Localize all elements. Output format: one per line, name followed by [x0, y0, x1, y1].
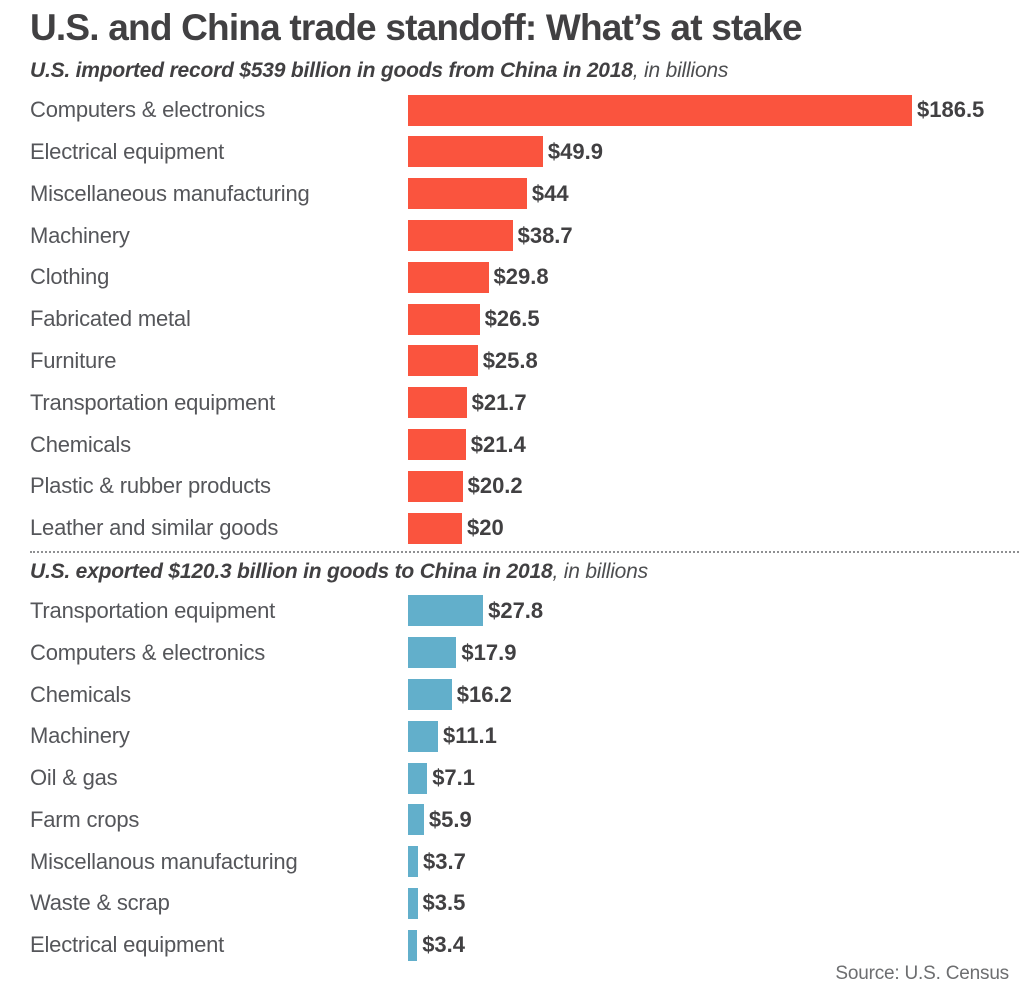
bar: [408, 429, 466, 461]
bar: [408, 512, 462, 544]
imports-subtitle: U.S. imported record $539 billion in goo…: [30, 59, 1023, 83]
value-label: $26.5: [484, 306, 540, 332]
value-label: $20: [467, 515, 504, 541]
chart-row: Waste & scrap $3.5: [30, 883, 1023, 925]
category-label: Computers & electronics: [30, 639, 266, 665]
bar: [408, 136, 543, 168]
category-label: Transportation equipment: [30, 389, 276, 415]
value-label: $21.4: [470, 431, 526, 457]
value-label: $5.9: [428, 806, 472, 832]
bar: [408, 595, 484, 627]
bar: [408, 220, 513, 252]
value-label: $3.4: [422, 932, 466, 958]
chart-row: Electrical equipment $3.4: [30, 924, 1023, 966]
chart-row: Chemicals $21.4: [30, 424, 1023, 466]
value-label: $7.1: [432, 765, 476, 791]
category-label: Miscellaneous manufacturing: [30, 180, 310, 206]
chart-row: Transportation equipment $21.7: [30, 382, 1023, 424]
category-label: Machinery: [30, 723, 130, 749]
category-label: Plastic & rubber products: [30, 473, 271, 499]
imports-subtitle-units: , in billions: [632, 59, 729, 83]
chart-row: Electrical equipment $49.9: [30, 131, 1023, 173]
category-label: Waste & scrap: [30, 890, 170, 916]
exports-subtitle-units: , in billions: [552, 560, 648, 584]
bar: [408, 387, 467, 419]
imports-bar-chart: Computers & electronics $186.5 Electrical …: [30, 89, 1023, 549]
chart-row: Machinery $11.1: [30, 715, 1023, 757]
value-label: $21.7: [471, 389, 527, 415]
chart-row: Leather and similar goods $20: [30, 507, 1023, 549]
exports-subtitle: U.S. exported $120.3 billion in goods to…: [30, 560, 1023, 584]
chart-row: Transportation equipment $27.8: [30, 590, 1023, 632]
value-label: $38.7: [517, 222, 573, 248]
chart-row: Computers & electronics $186.5: [30, 89, 1023, 131]
category-label: Machinery: [30, 222, 130, 248]
chart-row: Computers & electronics $17.9: [30, 632, 1023, 674]
category-label: Furniture: [30, 347, 117, 373]
bar: [408, 679, 452, 710]
chart-row: Clothing $29.8: [30, 256, 1023, 298]
bar: [408, 94, 912, 126]
chart-row: Furniture $25.8: [30, 340, 1023, 382]
bar: [408, 762, 428, 794]
category-label: Farm crops: [30, 806, 140, 832]
chart-row: Miscellaneous manufacturing $44: [30, 173, 1023, 215]
category-label: Electrical equipment: [30, 138, 225, 164]
category-label: Leather and similar goods: [30, 515, 279, 541]
bar: [408, 720, 438, 752]
value-label: $11.1: [443, 723, 497, 749]
source-credit: Source: U.S. Census: [835, 963, 1009, 984]
bar: [408, 178, 527, 210]
category-label: Clothing: [30, 264, 110, 290]
value-label: $186.5: [917, 97, 985, 123]
category-label: Transportation equipment: [30, 597, 276, 623]
category-label: Oil & gas: [30, 765, 118, 791]
bar: [408, 846, 418, 878]
chart-row: Oil & gas $7.1: [30, 757, 1023, 799]
value-label: $16.2: [456, 681, 512, 707]
value-label: $49.9: [547, 138, 603, 164]
dotted-divider: [30, 551, 1019, 554]
value-label: $44: [531, 180, 569, 206]
category-label: Miscellanous manufacturing: [30, 848, 298, 874]
bar: [408, 804, 424, 836]
bar: [408, 345, 478, 377]
value-label: $17.9: [461, 639, 517, 665]
bar: [408, 303, 480, 335]
category-label: Computers & electronics: [30, 97, 266, 123]
bar: [408, 261, 489, 293]
category-label: Chemicals: [30, 681, 131, 707]
value-label: $25.8: [482, 347, 538, 373]
bar: [408, 929, 418, 961]
chart-row: Plastic & rubber products $20.2: [30, 465, 1023, 507]
value-label: $20.2: [467, 473, 523, 499]
value-label: $29.8: [493, 264, 549, 290]
bar: [408, 887, 418, 919]
value-label: $27.8: [488, 597, 544, 623]
bar: [408, 637, 457, 669]
chart-row: Chemicals $16.2: [30, 674, 1023, 716]
exports-subtitle-bold: U.S. exported $120.3 billion in goods to…: [30, 560, 553, 584]
chart-row: Farm crops $5.9: [30, 799, 1023, 841]
category-label: Electrical equipment: [30, 932, 225, 958]
exports-bar-chart: Transportation equipment $27.8 Computers &…: [30, 590, 1023, 966]
bar: [408, 470, 463, 502]
chart-row: Fabricated metal $26.5: [30, 298, 1023, 340]
imports-subtitle-bold: U.S. imported record $539 billion in goo…: [30, 59, 633, 83]
value-label: $3.5: [422, 890, 466, 916]
page-title: U.S. and China trade standoff: What’s at…: [30, 7, 803, 48]
category-label: Chemicals: [30, 431, 131, 457]
value-label: $3.7: [423, 848, 466, 874]
chart-row: Machinery $38.7: [30, 215, 1023, 257]
category-label: Fabricated metal: [30, 306, 191, 332]
chart-row: Miscellanous manufacturing $3.7: [30, 841, 1023, 883]
